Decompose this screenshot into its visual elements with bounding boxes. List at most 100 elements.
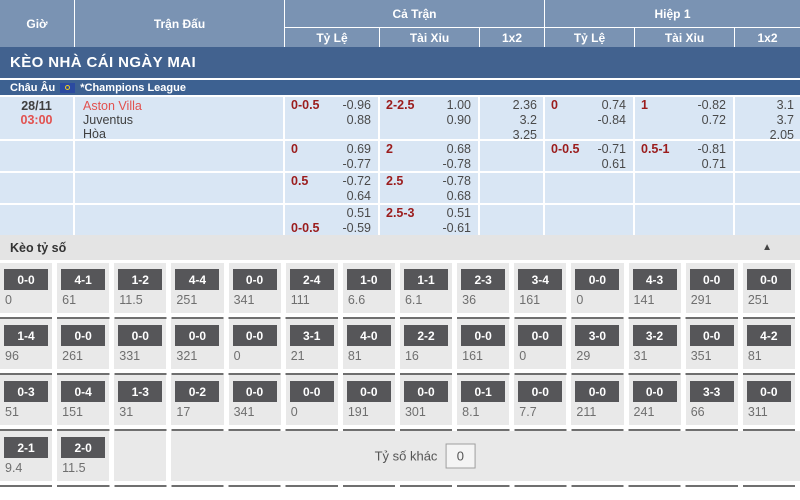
ft-handicap-odds[interactable]: 0.51 0-0.5 -0.59 [285, 205, 380, 235]
correct-score-header[interactable]: Kèo tỷ số ▲ [0, 235, 800, 260]
score-option-button[interactable]: 0-1 [461, 381, 506, 402]
score-odds-value: 6.1 [404, 293, 423, 307]
score-option-button[interactable]: 0-0 [689, 269, 734, 290]
score-cell: 0-0 341 [228, 263, 281, 313]
ft-handicap-odds[interactable]: 0.5 -0.72 0.64 [285, 173, 380, 203]
h1-handicap-odds[interactable]: 0 0.74 -0.84 [545, 97, 635, 139]
score-option-button[interactable]: 1-0 [346, 269, 391, 290]
score-option-button[interactable]: 3-2 [632, 325, 677, 346]
score-option-button[interactable]: 0-0 [175, 325, 220, 346]
score-option-button[interactable]: 2-0 [61, 437, 106, 458]
ft-overunder-odds[interactable]: 2.5-3 0.51 -0.61 [380, 205, 480, 235]
score-option-button[interactable]: 2-2 [403, 325, 448, 346]
score-odds-value: 241 [633, 405, 655, 419]
score-option-button[interactable]: 0-0 [689, 325, 734, 346]
score-option-button[interactable]: 2-4 [289, 269, 334, 290]
score-odds-value: 36 [462, 293, 477, 307]
other-score: Tỷ số khác 0 [375, 443, 476, 469]
score-option-button[interactable]: 0-0 [518, 325, 563, 346]
score-option-button[interactable]: 1-1 [403, 269, 448, 290]
score-option-button[interactable]: 3-1 [289, 325, 334, 346]
score-option-button[interactable]: 0-0 [118, 325, 163, 346]
score-option-button[interactable]: 1-4 [4, 325, 48, 346]
ft-1x2-odds[interactable]: 2.36 3.2 3.25 [480, 97, 545, 139]
score-option-button[interactable]: 4-1 [61, 269, 106, 290]
score-option-button[interactable]: 4-4 [175, 269, 220, 290]
score-odds-value: 81 [347, 349, 362, 363]
score-odds-value: 29 [576, 349, 591, 363]
match-cell-empty [75, 173, 285, 203]
score-cell: 0-0 351 [685, 319, 738, 369]
odds-table: 28/11 03:00 Aston Villa Juventus Hòa 0-0… [0, 95, 800, 235]
score-option-button[interactable]: 0-0 [346, 381, 391, 402]
league-region: Châu Âu [10, 81, 56, 94]
score-cell: 3-3 66 [685, 375, 738, 425]
score-option-button[interactable]: 0-0 [632, 381, 677, 402]
score-option-button[interactable]: 0-4 [61, 381, 106, 402]
score-option-button[interactable]: 0-0 [518, 381, 563, 402]
score-odds-value: 311 [747, 405, 768, 419]
score-option-button[interactable]: 4-0 [346, 325, 391, 346]
score-odds-value: 0 [5, 293, 12, 307]
ft-handicap-odds[interactable]: 0 0.69 -0.77 [285, 141, 380, 171]
col-header-full-match: Cả Trận [285, 0, 544, 27]
score-odds-value: 341 [233, 293, 255, 307]
score-option-button[interactable]: 0-0 [575, 381, 620, 402]
score-option-button[interactable]: 0-2 [175, 381, 220, 402]
score-option-button[interactable]: 0-0 [746, 269, 791, 290]
score-cell: 0-0 191 [342, 375, 395, 425]
score-odds-value: 111 [290, 293, 310, 307]
score-odds-value: 61 [62, 293, 77, 307]
score-cell: 3-1 21 [285, 319, 338, 369]
league-row[interactable]: Châu Âu *Champions League [0, 78, 800, 95]
other-score-box[interactable]: 0 [445, 443, 476, 469]
score-option-button[interactable]: 0-0 [232, 325, 277, 346]
score-cell: 4-0 81 [342, 319, 395, 369]
score-option-button[interactable]: 3-3 [689, 381, 734, 402]
score-option-button[interactable]: 0-0 [4, 269, 48, 290]
score-cell: 1-0 6.6 [342, 263, 395, 313]
score-option-button[interactable]: 0-0 [232, 269, 277, 290]
score-cell: 0-0 261 [57, 319, 110, 369]
h1-handicap-empty [545, 173, 635, 203]
score-option-button[interactable]: 3-4 [518, 269, 563, 290]
row-divider [0, 485, 800, 487]
score-cell: 2-2 16 [399, 319, 453, 369]
h1-overunder-odds[interactable]: 0.5-1 -0.81 0.71 [635, 141, 735, 171]
h1-overunder-odds[interactable]: 1 -0.82 0.72 [635, 97, 735, 139]
score-cell: 0-0 0 [514, 319, 567, 369]
score-odds-value: 51 [5, 405, 19, 419]
score-option-button[interactable]: 0-0 [289, 381, 334, 402]
score-option-button[interactable]: 2-3 [461, 269, 506, 290]
score-odds-value: 16 [404, 349, 419, 363]
h1-handicap-empty [545, 205, 635, 235]
ft-overunder-odds[interactable]: 2-2.5 1.00 0.90 [380, 97, 480, 139]
ft-overunder-odds[interactable]: 2.5 -0.78 0.68 [380, 173, 480, 203]
score-cell: 0-2 17 [171, 375, 224, 425]
ft-handicap-odds[interactable]: 0-0.5 -0.96 0.88 [285, 97, 380, 139]
score-option-button[interactable]: 1-2 [118, 269, 163, 290]
time-cell-empty [0, 141, 75, 171]
ft-overunder-odds[interactable]: 2 0.68 -0.78 [380, 141, 480, 171]
score-option-button[interactable]: 3-0 [575, 325, 620, 346]
score-option-button[interactable]: 2-1 [4, 437, 48, 458]
score-option-button[interactable]: 4-2 [746, 325, 791, 346]
h1-1x2-odds[interactable]: 3.1 3.7 2.05 [769, 98, 794, 139]
score-option-button[interactable]: 0-0 [461, 325, 506, 346]
score-option-button[interactable]: 0-0 [575, 269, 620, 290]
h1-handicap-odds[interactable]: 0-0.5 -0.71 0.61 [545, 141, 635, 171]
score-option-button[interactable]: 1-3 [118, 381, 163, 402]
correct-score-title: Kèo tỷ số [10, 240, 67, 255]
score-option-button[interactable]: 0-0 [403, 381, 448, 402]
away-team[interactable]: Juventus [83, 113, 134, 127]
score-cell: 3-0 29 [571, 319, 624, 369]
score-option-button[interactable]: 4-3 [632, 269, 677, 290]
score-odds-value: 11.5 [119, 293, 143, 307]
score-option-button[interactable]: 0-3 [4, 381, 48, 402]
score-option-button[interactable]: 0-0 [746, 381, 791, 402]
home-team[interactable]: Aston Villa [83, 99, 142, 113]
score-option-button[interactable]: 0-0 [61, 325, 106, 346]
score-option-button[interactable]: 0-0 [232, 381, 277, 402]
collapse-arrow-icon[interactable]: ▲ [762, 242, 772, 253]
h1-1x2-empty [735, 173, 800, 203]
